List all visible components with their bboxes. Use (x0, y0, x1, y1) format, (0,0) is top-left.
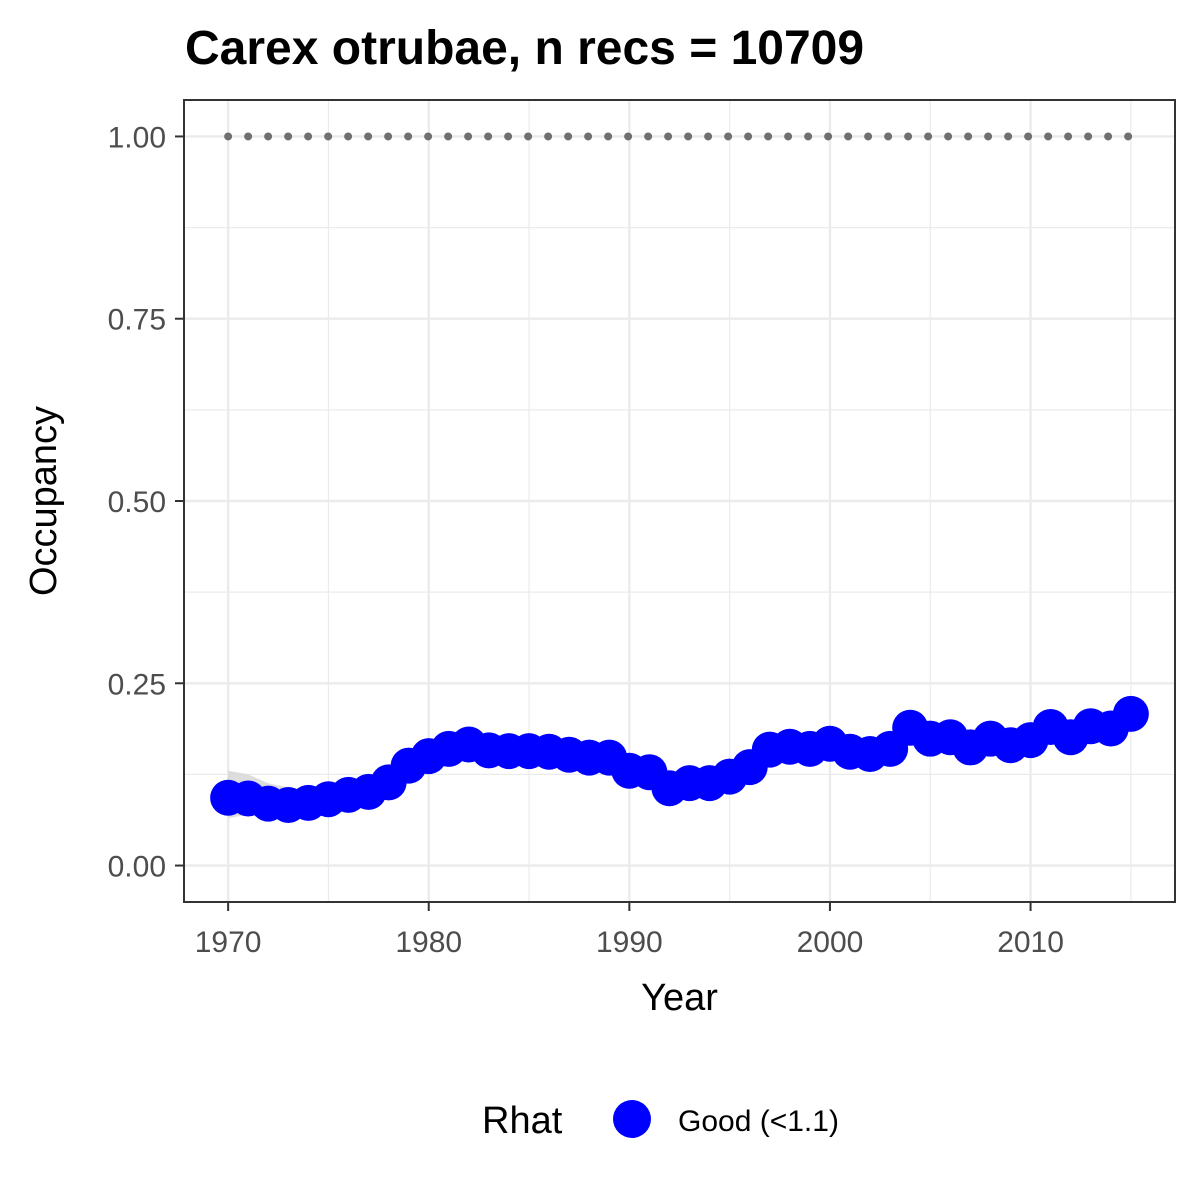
y-tick-label: 0.00 (108, 851, 166, 884)
x-tick-label: 1990 (596, 926, 663, 959)
y-axis-title: Occupancy (23, 406, 65, 596)
y-tick-label: 1.00 (108, 121, 166, 154)
x-tick-label: 1970 (195, 926, 262, 959)
x-axis-title: Year (641, 977, 718, 1019)
x-tick-label: 2000 (797, 926, 864, 959)
legend-label-good: Good (<1.1) (678, 1105, 839, 1138)
x-tick-label: 1980 (395, 926, 462, 959)
x-axis: 1970 1980 1990 2000 2010 (195, 902, 1064, 959)
legend: Rhat Good (<1.1) (482, 1100, 839, 1142)
data-point (1113, 696, 1149, 732)
y-axis: 0.00 0.25 0.50 0.75 1.00 (108, 121, 184, 883)
chart-title: Carex otrubae, n recs = 10709 (185, 22, 864, 75)
y-tick-label: 0.25 (108, 668, 166, 701)
x-tick-label: 2010 (997, 926, 1064, 959)
legend-title: Rhat (482, 1100, 563, 1142)
plot-panel (184, 100, 1175, 902)
y-tick-label: 0.75 (108, 304, 166, 337)
y-tick-label: 0.50 (108, 486, 166, 519)
legend-key-good (613, 1100, 651, 1138)
